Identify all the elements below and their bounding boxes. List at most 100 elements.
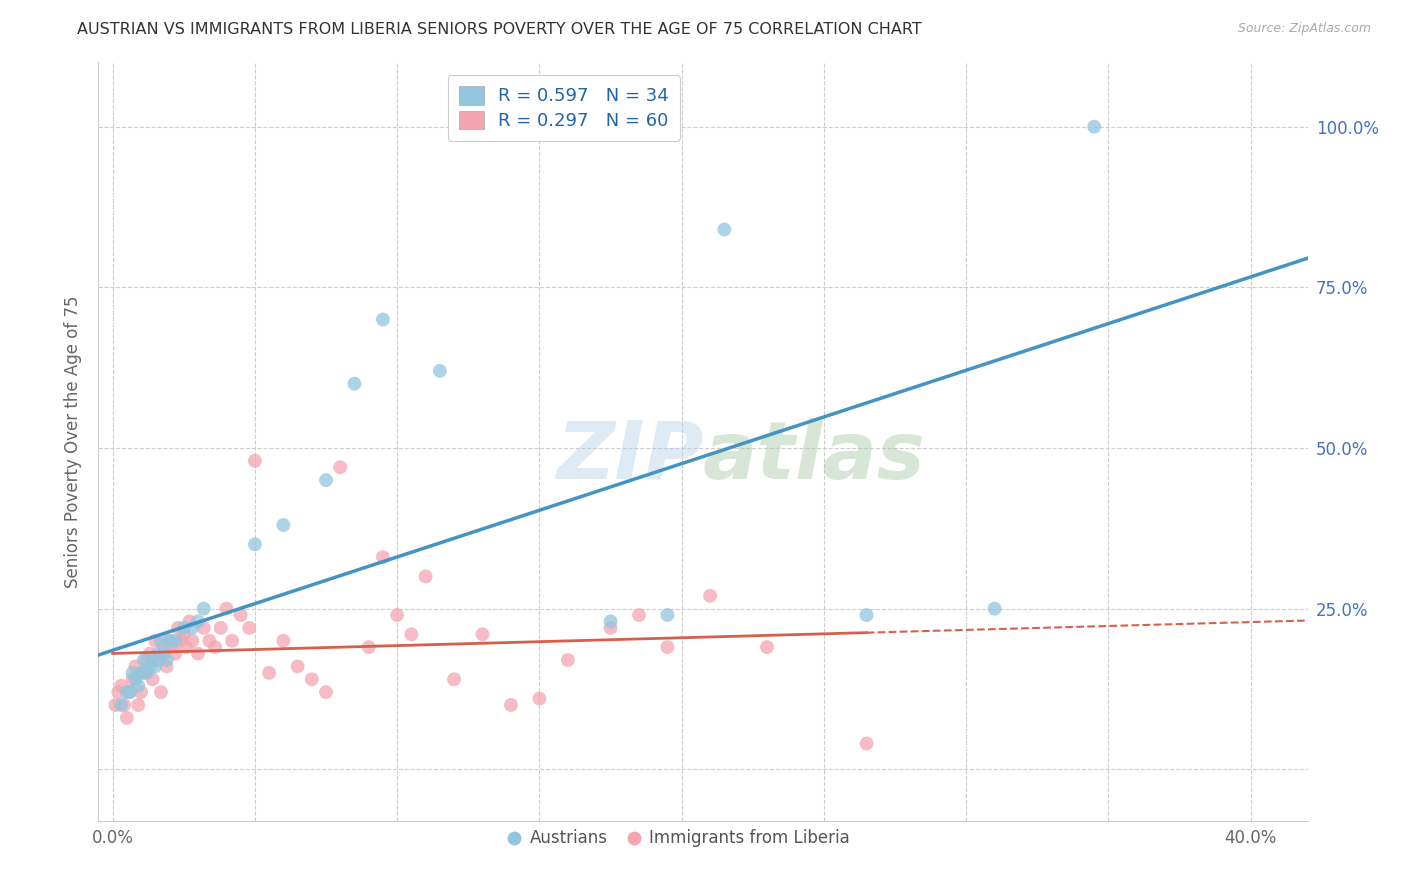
Text: AUSTRIAN VS IMMIGRANTS FROM LIBERIA SENIORS POVERTY OVER THE AGE OF 75 CORRELATI: AUSTRIAN VS IMMIGRANTS FROM LIBERIA SENI…: [77, 22, 922, 37]
Point: [179, 615, 201, 629]
Point: [301, 673, 323, 687]
Point: [209, 621, 232, 635]
Point: [156, 659, 179, 673]
Point: [138, 647, 160, 661]
Point: [112, 698, 135, 712]
Point: [135, 665, 157, 680]
Point: [127, 698, 149, 712]
Point: [141, 653, 163, 667]
Point: [257, 665, 280, 680]
Point: [221, 633, 243, 648]
Legend: Austrians, Immigrants from Liberia: Austrians, Immigrants from Liberia: [501, 822, 856, 854]
Point: [165, 647, 187, 661]
Point: [273, 633, 295, 648]
Point: [187, 615, 209, 629]
Point: [150, 633, 173, 648]
Text: ZIP: ZIP: [555, 417, 703, 496]
Point: [329, 460, 352, 475]
Point: [855, 737, 877, 751]
Point: [627, 607, 650, 622]
Point: [557, 653, 579, 667]
Point: [176, 640, 198, 655]
Y-axis label: Seniors Poverty Over the Age of 75: Seniors Poverty Over the Age of 75: [65, 295, 83, 588]
Point: [121, 673, 143, 687]
Point: [162, 640, 184, 655]
Point: [599, 621, 621, 635]
Point: [146, 647, 169, 661]
Point: [243, 537, 266, 551]
Point: [193, 601, 215, 615]
Point: [343, 376, 366, 391]
Point: [599, 615, 621, 629]
Point: [170, 633, 193, 648]
Point: [121, 665, 143, 680]
Point: [315, 473, 337, 487]
Point: [124, 659, 146, 673]
Point: [143, 633, 166, 648]
Point: [124, 673, 146, 687]
Point: [181, 621, 204, 635]
Point: [127, 679, 149, 693]
Point: [129, 665, 152, 680]
Point: [273, 518, 295, 533]
Point: [499, 698, 522, 712]
Text: Source: ZipAtlas.com: Source: ZipAtlas.com: [1237, 22, 1371, 36]
Point: [657, 640, 679, 655]
Point: [193, 621, 215, 635]
Point: [107, 685, 129, 699]
Point: [229, 607, 252, 622]
Point: [118, 685, 141, 699]
Point: [135, 653, 157, 667]
Point: [855, 607, 877, 622]
Point: [401, 627, 423, 641]
Point: [153, 640, 176, 655]
Point: [371, 312, 394, 326]
Point: [243, 454, 266, 468]
Point: [385, 607, 408, 622]
Point: [156, 653, 179, 667]
Point: [756, 640, 779, 655]
Point: [529, 691, 551, 706]
Point: [238, 621, 260, 635]
Point: [204, 640, 226, 655]
Point: [118, 685, 141, 699]
Text: atlas: atlas: [703, 417, 925, 496]
Point: [315, 685, 337, 699]
Point: [983, 601, 1005, 615]
Point: [173, 621, 195, 635]
Point: [657, 607, 679, 622]
Point: [167, 621, 190, 635]
Point: [138, 659, 160, 673]
Point: [165, 633, 187, 648]
Point: [173, 627, 195, 641]
Point: [115, 685, 138, 699]
Point: [1083, 120, 1105, 134]
Point: [371, 550, 394, 565]
Point: [443, 673, 465, 687]
Point: [150, 685, 173, 699]
Point: [132, 665, 155, 680]
Point: [143, 659, 166, 673]
Point: [429, 364, 451, 378]
Point: [110, 698, 132, 712]
Point: [287, 659, 309, 673]
Point: [141, 673, 163, 687]
Point: [215, 601, 238, 615]
Point: [415, 569, 437, 583]
Point: [471, 627, 494, 641]
Point: [713, 222, 735, 236]
Point: [104, 698, 127, 712]
Point: [159, 633, 181, 648]
Point: [198, 633, 221, 648]
Point: [132, 653, 155, 667]
Point: [129, 685, 152, 699]
Point: [110, 679, 132, 693]
Point: [115, 711, 138, 725]
Point: [146, 653, 169, 667]
Point: [699, 589, 721, 603]
Point: [357, 640, 380, 655]
Point: [159, 633, 181, 648]
Point: [187, 647, 209, 661]
Point: [153, 647, 176, 661]
Point: [181, 633, 204, 648]
